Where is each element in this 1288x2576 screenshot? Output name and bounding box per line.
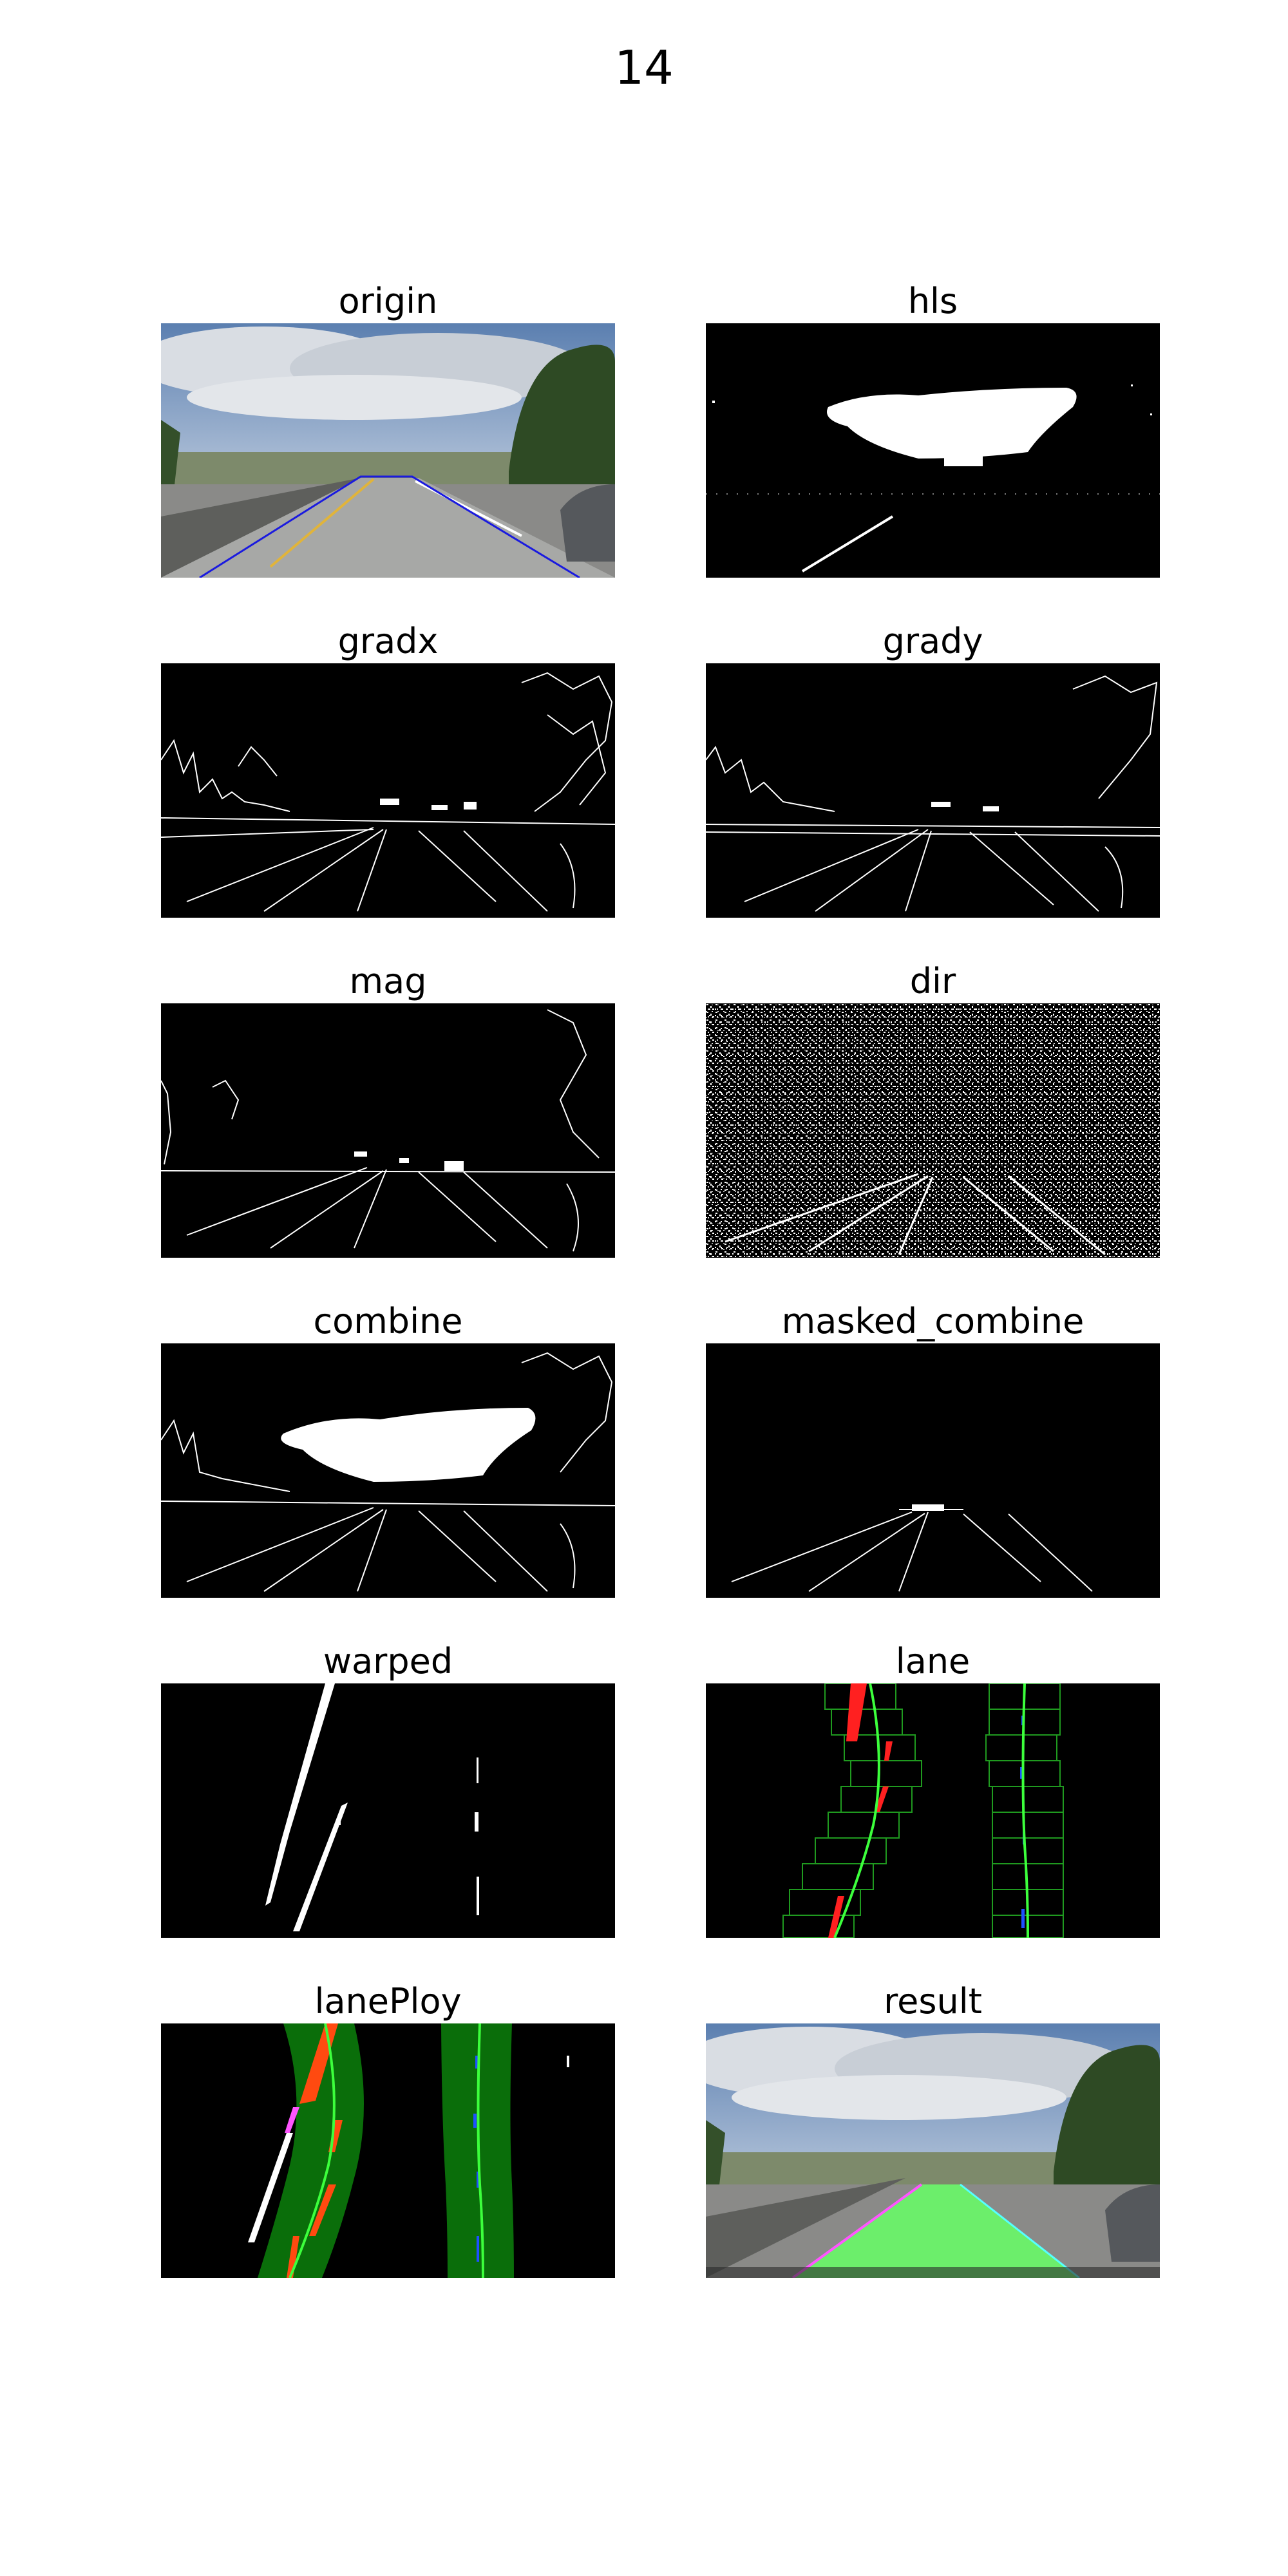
panel-hls: hls [706, 281, 1160, 578]
panel-title: masked_combine [781, 1301, 1084, 1341]
grady-image [706, 663, 1160, 918]
lane-image [706, 1683, 1160, 1938]
warped-image [161, 1683, 615, 1938]
panel-title: result [884, 1981, 982, 2022]
panel-title: hls [907, 281, 958, 321]
panel-laneploy: lanePloy [161, 1981, 615, 2278]
panel-combine: combine [161, 1301, 615, 1598]
figure-title: 14 [614, 41, 674, 95]
panel-title: combine [313, 1301, 463, 1341]
masked-combine-image [706, 1343, 1160, 1598]
panel-masked-combine: masked_combine [706, 1301, 1160, 1598]
gradx-image [161, 663, 615, 918]
panel-result: result [706, 1981, 1160, 2278]
dir-image [706, 1003, 1160, 1258]
panel-title: warped [323, 1641, 453, 1681]
panel-mag: mag [161, 961, 615, 1258]
panel-title: lanePloy [314, 1981, 462, 2022]
panel-gradx: gradx [161, 621, 615, 918]
panel-lane: lane [706, 1641, 1160, 1938]
panel-title: dir [909, 961, 956, 1001]
panel-grady: grady [706, 621, 1160, 918]
panel-title: lane [895, 1641, 971, 1681]
mag-image [161, 1003, 615, 1258]
result-image [706, 2023, 1160, 2278]
panel-title: gradx [337, 621, 439, 661]
origin-image [161, 323, 615, 578]
panel-title: grady [882, 621, 983, 661]
panel-origin: origin [161, 281, 615, 578]
panel-dir: dir [706, 961, 1160, 1258]
combine-image [161, 1343, 615, 1598]
laneploy-image [161, 2023, 615, 2278]
panel-warped: warped [161, 1641, 615, 1938]
panel-title: origin [338, 281, 438, 321]
panel-title: mag [349, 961, 427, 1001]
hls-image [706, 323, 1160, 578]
